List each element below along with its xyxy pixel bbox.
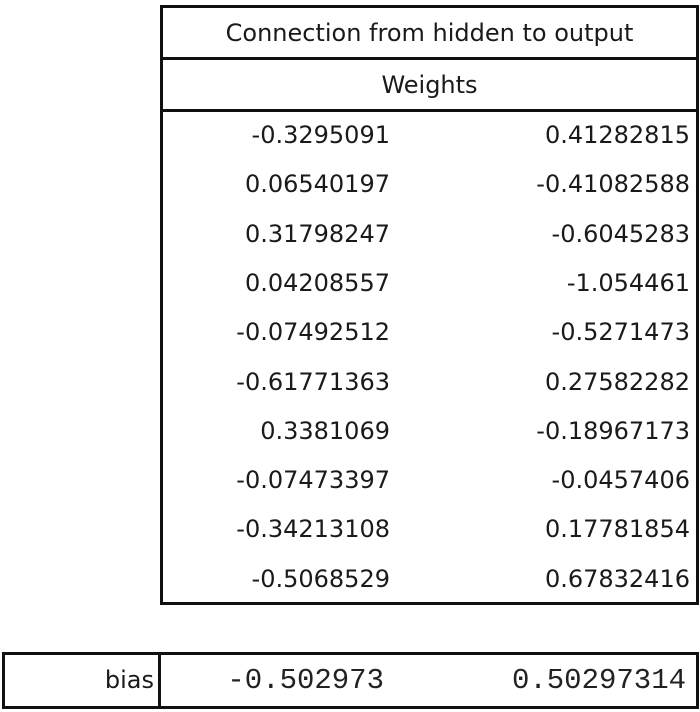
weight-cell: -0.6045283 (551, 219, 690, 248)
bias-row: bias -0.502973 0.50297314 (2, 652, 699, 709)
bias-value-1: -0.502973 (227, 664, 384, 697)
weight-cell: 0.3381069 (260, 416, 390, 445)
weight-cell: -0.18967173 (536, 416, 690, 445)
weight-cell: 0.27582282 (544, 367, 690, 396)
weight-cell: 0.41282815 (544, 121, 690, 149)
bias-label: bias (5, 655, 161, 706)
weight-cell: 0.04208557 (244, 268, 390, 297)
weight-cell: 0.67832416 (544, 564, 690, 593)
weight-cell: -0.07492512 (236, 318, 390, 347)
weight-cell: 0.17781854 (544, 515, 690, 544)
table-title: Connection from hidden to output (163, 8, 696, 60)
weight-cell: -0.0457406 (551, 466, 690, 495)
weights-table: Connection from hidden to output Weights… (160, 5, 699, 605)
weight-cell: 0.31798247 (244, 219, 390, 248)
weight-cell: -1.054461 (566, 268, 690, 297)
table-subtitle: Weights (163, 60, 696, 112)
weight-cell: -0.3295091 (251, 121, 390, 149)
weight-cell: -0.34213108 (236, 515, 390, 544)
weight-cell: -0.41082588 (536, 170, 690, 199)
weight-cell: -0.07473397 (236, 466, 390, 495)
weight-cell: 0.06540197 (244, 170, 390, 199)
weight-cell: -0.5271473 (551, 318, 690, 347)
bias-value-2: 0.50297314 (511, 664, 686, 697)
weight-cell: -0.5068529 (251, 564, 390, 593)
weight-cell: -0.61771363 (236, 367, 390, 396)
